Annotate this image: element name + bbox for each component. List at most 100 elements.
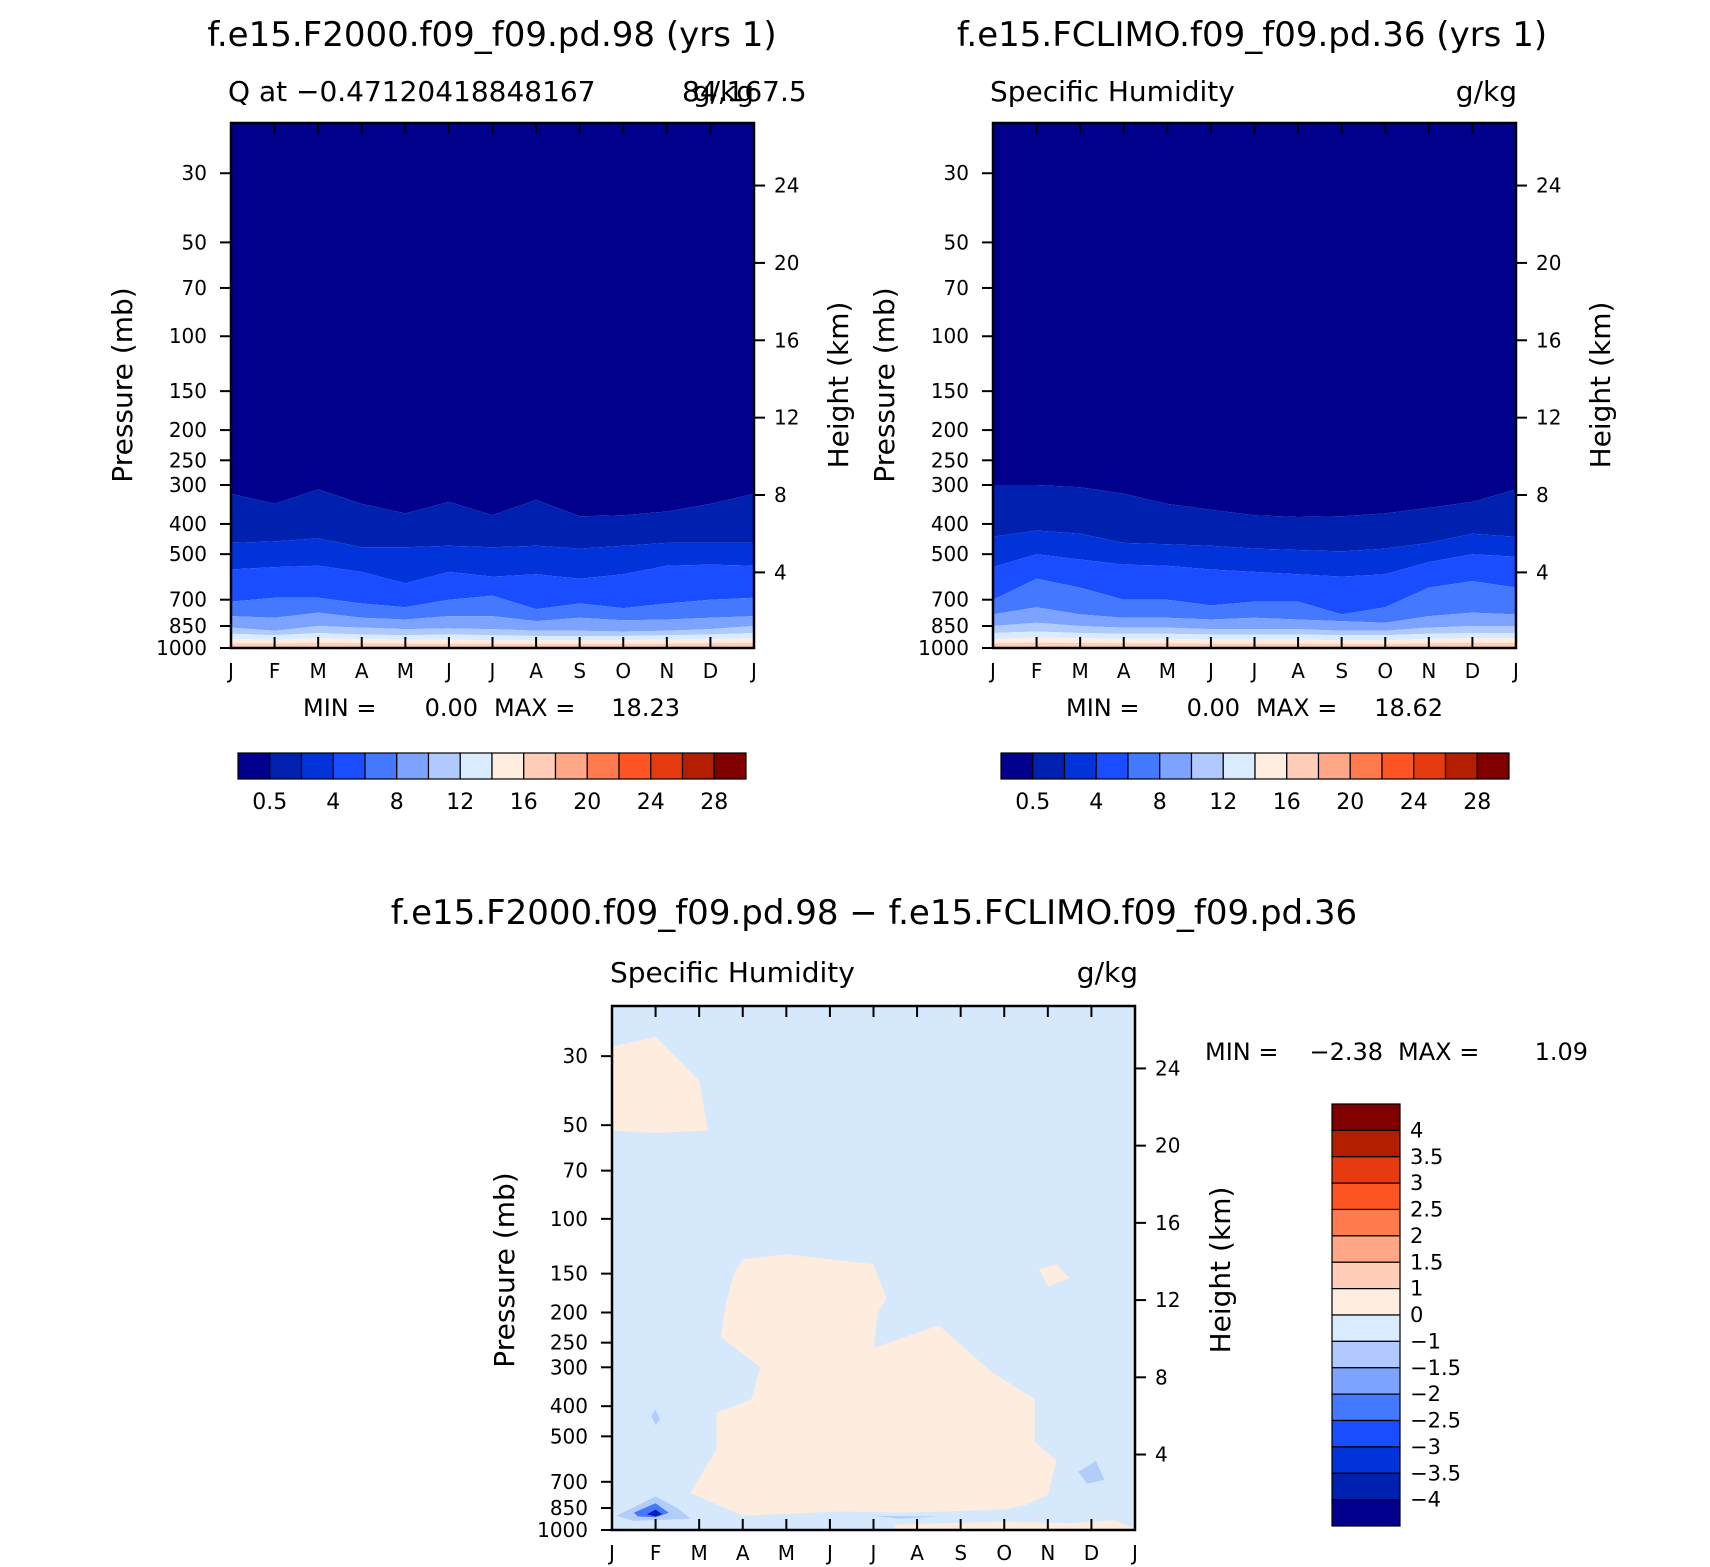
y-tick-label: 150 — [169, 379, 207, 403]
max-value: 18.23 — [611, 694, 680, 722]
colorbar-box — [650, 752, 684, 780]
colorbar-box — [1349, 752, 1383, 780]
y-axis-label: Pressure (mb) — [106, 287, 139, 482]
height-tick-label: 4 — [1155, 1443, 1168, 1467]
x-tick-label: D — [703, 659, 718, 683]
y-tick-label: 700 — [169, 588, 207, 612]
y-tick-label: 500 — [169, 542, 207, 566]
x-tick-label: J — [869, 1541, 877, 1565]
y-tick-label: 1000 — [918, 636, 969, 660]
contour-band — [231, 595, 754, 622]
y-tick-label: 250 — [550, 1331, 588, 1355]
colorbar-label: 3.5 — [1410, 1145, 1443, 1169]
y-tick-label: 200 — [169, 418, 207, 442]
panel-f2000: f.e15.F2000.f09_f09.pd.98 (yrs 1) Q at −… — [106, 15, 855, 815]
colorbar-box — [1331, 1103, 1401, 1131]
min-label: MIN = — [303, 694, 376, 722]
colorbar-label: 0.5 — [1015, 790, 1050, 815]
x-tick-label: O — [615, 659, 631, 683]
y-tick-label: 150 — [931, 379, 969, 403]
colorbar-box — [1286, 752, 1320, 780]
colorbar-label: 4 — [1410, 1118, 1423, 1142]
colorbar-box — [1331, 1367, 1401, 1395]
min-value: 0.00 — [425, 694, 478, 722]
x-tick-label: N — [1040, 1541, 1055, 1565]
colorbar-box — [1331, 1419, 1401, 1448]
y-tick-label: 1000 — [537, 1518, 588, 1542]
panel-difference: f.e15.F2000.f09_f09.pd.98 − f.e15.FCLIMO… — [391, 893, 1588, 1565]
x-tick-label: S — [1335, 659, 1348, 683]
colorbar-box — [332, 752, 366, 780]
colorbar-box — [1331, 1446, 1401, 1474]
colorbar-box — [713, 752, 747, 780]
y-tick-label: 500 — [550, 1424, 588, 1448]
x-tick-label: J — [607, 1541, 615, 1565]
max-label: MAX = — [1256, 694, 1337, 722]
x-tick-label: M — [310, 659, 327, 683]
x-tick-label: J — [488, 659, 496, 683]
height-tick-label: 20 — [1155, 1134, 1180, 1158]
y-tick-label: 200 — [550, 1301, 588, 1325]
height-tick-label: 20 — [774, 251, 799, 275]
min-label: MIN = — [1066, 694, 1139, 722]
colorbar-box — [1127, 752, 1161, 780]
panel-subtitle-overlap: 84,167.5 — [682, 75, 807, 108]
min-value: 0.00 — [1187, 694, 1240, 722]
colorbar-box — [1331, 1288, 1401, 1316]
colorbar-box — [459, 752, 493, 780]
y-tick-label: 30 — [944, 161, 969, 185]
x-tick-label: F — [1031, 659, 1043, 683]
colorbar-box — [618, 752, 652, 780]
x-tick-label: F — [269, 659, 281, 683]
colorbar-label: −3 — [1410, 1435, 1441, 1459]
colorbar-box — [396, 752, 430, 780]
colorbar-label: 4 — [1089, 790, 1103, 815]
contour-band — [231, 626, 754, 636]
height-tick-label: 12 — [774, 406, 799, 430]
y-tick-label: 100 — [550, 1207, 588, 1231]
y-tick-label: 300 — [931, 473, 969, 497]
y-tick-label: 400 — [550, 1394, 588, 1418]
colorbar-box — [1331, 1129, 1401, 1158]
colorbar-label: 24 — [1400, 790, 1428, 815]
max-label: MAX = — [1398, 1038, 1479, 1066]
panel-title: f.e15.F2000.f09_f09.pd.98 − f.e15.FCLIMO… — [391, 893, 1357, 933]
contour-region-negative — [873, 1515, 939, 1519]
colorbar-label: 16 — [1273, 790, 1301, 815]
x-tick-label: J — [1130, 1541, 1138, 1565]
colorbar-label: 2 — [1410, 1224, 1423, 1248]
colorbar-label: 4 — [326, 790, 340, 815]
y-tick-label: 70 — [944, 276, 969, 300]
max-value: 18.62 — [1374, 694, 1443, 722]
x-tick-label: A — [1291, 659, 1305, 683]
contour-band — [231, 489, 754, 549]
colorbar-box — [1331, 1314, 1401, 1342]
height-tick-label: 24 — [1155, 1056, 1180, 1080]
x-tick-label: A — [355, 659, 369, 683]
colorbar-label: 28 — [1463, 790, 1491, 815]
y-tick-label: 70 — [563, 1159, 588, 1183]
y-tick-label: 70 — [182, 276, 207, 300]
x-tick-label: J — [1206, 659, 1214, 683]
min-label: MIN = — [1205, 1038, 1278, 1066]
contour-band — [993, 607, 1516, 631]
x-tick-label: M — [1072, 659, 1089, 683]
contour-band — [993, 578, 1516, 623]
y-tick-label: 400 — [931, 512, 969, 536]
height-tick-label: 24 — [1536, 174, 1561, 198]
y-tick-label: 300 — [550, 1355, 588, 1379]
y-tick-label: 30 — [563, 1044, 588, 1068]
colorbar-box — [269, 752, 303, 780]
x-tick-label: A — [1117, 659, 1131, 683]
colorbar-box — [1331, 1393, 1401, 1422]
colorbar-box — [554, 752, 588, 780]
colorbar-label: 12 — [446, 790, 474, 815]
colorbar-label: 0.5 — [252, 790, 287, 815]
colorbar-box — [1331, 1208, 1401, 1237]
panel-subtitle-left: Specific Humidity — [610, 956, 855, 989]
contour-band — [231, 612, 754, 632]
colorbar-box — [1032, 752, 1066, 780]
